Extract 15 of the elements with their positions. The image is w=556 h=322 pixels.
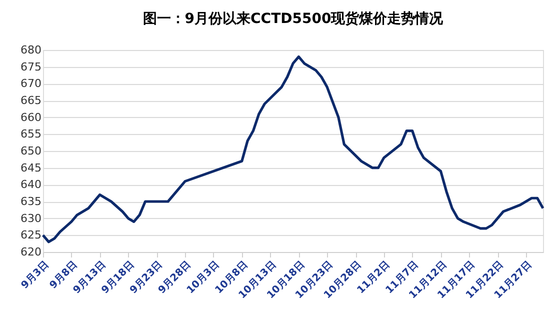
y-tick-label: 655 xyxy=(20,128,42,141)
y-tick-label: 650 xyxy=(20,144,42,158)
y-tick-label: 625 xyxy=(20,228,42,242)
y-tick-label: 640 xyxy=(20,178,42,192)
y-tick-label: 660 xyxy=(20,110,42,124)
y-tick-label: 675 xyxy=(20,60,42,74)
y-tick-label: 665 xyxy=(20,94,42,107)
line-series xyxy=(42,55,544,244)
y-tick-label: 630 xyxy=(20,212,42,225)
y-tick-label: 680 xyxy=(20,44,42,56)
y-tick-label: 620 xyxy=(20,246,42,258)
y-tick-label: 645 xyxy=(20,161,42,174)
chart-title: 图一：9月份以来CCTD5500现货煤价走势情况 xyxy=(142,11,444,27)
y-tick-label: 635 xyxy=(20,195,42,208)
y-tick-label: 670 xyxy=(20,77,42,90)
